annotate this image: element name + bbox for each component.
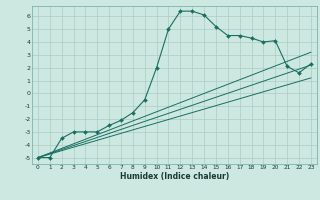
X-axis label: Humidex (Indice chaleur): Humidex (Indice chaleur) — [120, 172, 229, 181]
